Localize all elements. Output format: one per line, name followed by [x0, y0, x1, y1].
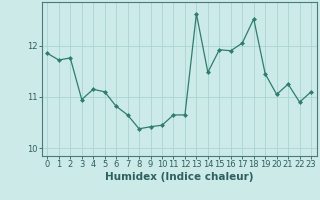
X-axis label: Humidex (Indice chaleur): Humidex (Indice chaleur) — [105, 172, 253, 182]
